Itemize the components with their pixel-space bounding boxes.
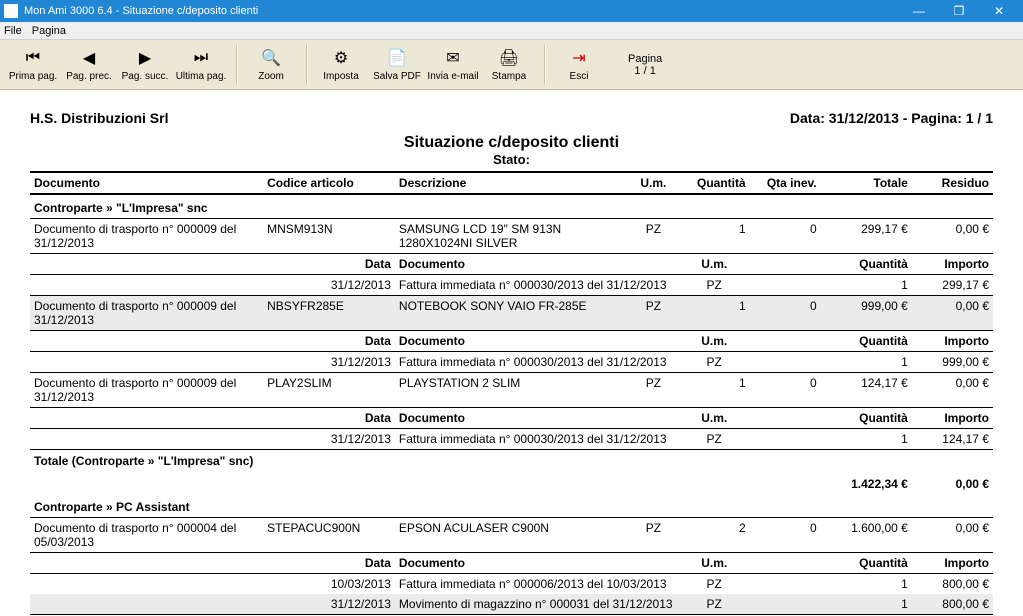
separator xyxy=(236,45,238,85)
group-total-values: 1.422,34 € 0,00 € xyxy=(30,471,993,494)
sub-header-row: Data Documento U.m. Quantità Importo xyxy=(30,331,993,352)
last-page-icon: ⏭ xyxy=(190,47,212,69)
print-button[interactable]: 🖨Stampa xyxy=(482,42,536,88)
save-pdf-button[interactable]: 📄Salva PDF xyxy=(370,42,424,88)
sub-row: 31/12/2013 Fattura immediata n° 000030/2… xyxy=(30,352,993,373)
sub-row: 31/12/2013 Fattura immediata n° 000030/2… xyxy=(30,275,993,296)
exit-button[interactable]: ⇥Esci xyxy=(552,42,606,88)
group-total-row: Totale (Controparte » "L'Impresa" snc) xyxy=(30,450,993,472)
report-stato: Stato: xyxy=(30,152,993,167)
date-page: Data: 31/12/2013 - Pagina: 1 / 1 xyxy=(790,110,993,126)
report-area: H.S. Distribuzioni Srl Data: 31/12/2013 … xyxy=(0,90,1023,616)
table-row: Documento di trasporto n° 000004 del 05/… xyxy=(30,518,993,553)
last-page-button[interactable]: ⏭Ultima pag. xyxy=(174,42,228,88)
toolbar: ⏮Prima pag. ◀Pag. prec. ▶Pag. succ. ⏭Ult… xyxy=(0,40,1023,90)
print-icon: 🖨 xyxy=(498,47,520,69)
page-value: 1 / 1 xyxy=(628,65,662,77)
zoom-button[interactable]: 🔍Zoom xyxy=(244,42,298,88)
company-name: H.S. Distribuzioni Srl xyxy=(30,110,168,126)
col-documento: Documento xyxy=(30,172,263,194)
report-header: H.S. Distribuzioni Srl Data: 31/12/2013 … xyxy=(30,110,993,126)
sub-header-row: Data Documento U.m. Quantità Importo xyxy=(30,254,993,275)
sub-header-row: Data Documento U.m. Quantità Importo xyxy=(30,553,993,574)
table-row: Documento di trasporto n° 000009 del 31/… xyxy=(30,219,993,254)
app-icon xyxy=(4,4,18,18)
report-table: Documento Codice articolo Descrizione U.… xyxy=(30,171,993,616)
col-qtainev: Qta inev. xyxy=(750,172,821,194)
menu-file[interactable]: File xyxy=(4,25,22,37)
group-name: Controparte » "L'Impresa" snc xyxy=(30,194,993,219)
titlebar: Mon Ami 3000 6.4 - Situazione c/deposito… xyxy=(0,0,1023,22)
minimize-button[interactable]: — xyxy=(899,0,939,22)
group-row: Controparte » "L'Impresa" snc xyxy=(30,194,993,219)
window-title: Mon Ami 3000 6.4 - Situazione c/deposito… xyxy=(24,5,899,17)
email-icon: ✉ xyxy=(442,47,464,69)
col-quantita: Quantità xyxy=(679,172,750,194)
table-header-row: Documento Codice articolo Descrizione U.… xyxy=(30,172,993,194)
sub-row: 10/03/2013 Fattura immediata n° 000006/2… xyxy=(30,574,993,595)
exit-icon: ⇥ xyxy=(568,47,590,69)
first-page-button[interactable]: ⏮Prima pag. xyxy=(6,42,60,88)
next-page-button[interactable]: ▶Pag. succ. xyxy=(118,42,172,88)
pdf-icon: 📄 xyxy=(386,47,408,69)
col-descrizione: Descrizione xyxy=(395,172,628,194)
col-totale: Totale xyxy=(821,172,912,194)
report-title: Situazione c/deposito clienti xyxy=(30,134,993,152)
prev-page-icon: ◀ xyxy=(78,47,100,69)
group-row: Controparte » PC Assistant xyxy=(30,494,993,518)
separator xyxy=(544,45,546,85)
email-button[interactable]: ✉Invia e-mail xyxy=(426,42,480,88)
sub-header-row: Data Documento U.m. Quantità Importo xyxy=(30,408,993,429)
menu-pagina[interactable]: Pagina xyxy=(32,25,66,37)
table-row: Documento di trasporto n° 000009 del 31/… xyxy=(30,373,993,408)
zoom-icon: 🔍 xyxy=(260,47,282,69)
col-residuo: Residuo xyxy=(912,172,993,194)
page-label: Pagina xyxy=(628,53,662,65)
close-button[interactable]: ✕ xyxy=(979,0,1019,22)
col-codice: Codice articolo xyxy=(263,172,395,194)
prev-page-button[interactable]: ◀Pag. prec. xyxy=(62,42,116,88)
separator xyxy=(306,45,308,85)
table-row: Documento di trasporto n° 000009 del 31/… xyxy=(30,296,993,331)
settings-button[interactable]: ⚙Imposta xyxy=(314,42,368,88)
first-page-icon: ⏮ xyxy=(22,47,44,69)
menubar: File Pagina xyxy=(0,22,1023,40)
group-name: Controparte » PC Assistant xyxy=(30,494,993,518)
next-page-icon: ▶ xyxy=(134,47,156,69)
gear-icon: ⚙ xyxy=(330,47,352,69)
col-um: U.m. xyxy=(628,172,679,194)
sub-row: 31/12/2013 Movimento di magazzino n° 000… xyxy=(30,594,993,615)
page-info: Pagina 1 / 1 xyxy=(628,53,662,77)
maximize-button[interactable]: ❐ xyxy=(939,0,979,22)
sub-row: 31/12/2013 Fattura immediata n° 000030/2… xyxy=(30,429,993,450)
